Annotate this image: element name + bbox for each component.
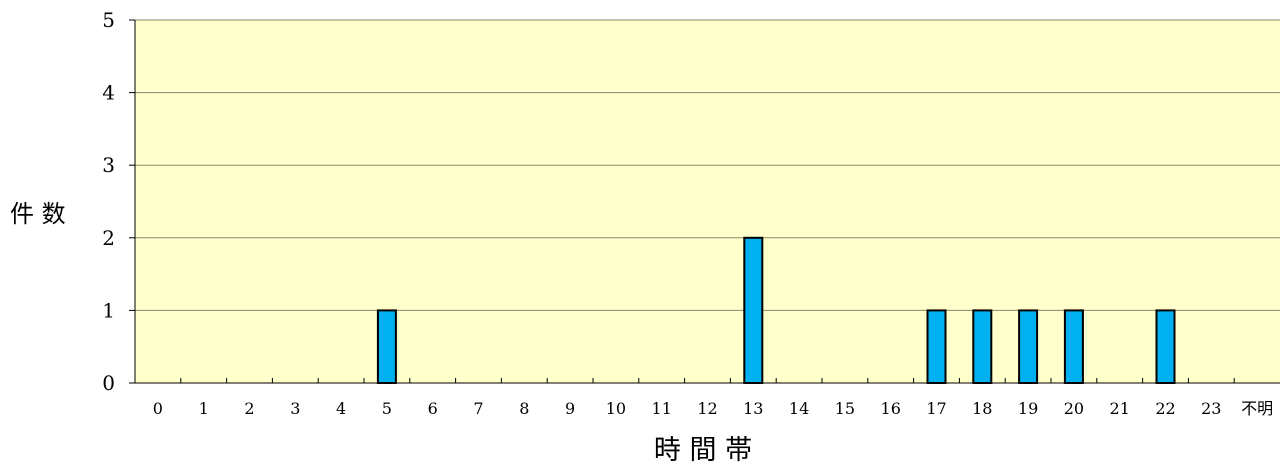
y-tick-label-1: 1 — [102, 298, 115, 322]
x-tick-label-8: 8 — [519, 399, 529, 418]
x-tick-label-6: 6 — [428, 399, 438, 418]
gridlines — [135, 19, 1280, 311]
x-tick-label-9: 9 — [565, 399, 575, 418]
axes — [129, 19, 1280, 384]
y-tick-label-0: 0 — [102, 371, 115, 395]
x-axis-title: 時 間 帯 — [654, 435, 752, 466]
x-tick-label-5: 5 — [382, 399, 392, 418]
y-tick-label-2: 2 — [102, 226, 115, 250]
x-tick-label-13: 13 — [743, 399, 763, 418]
y-axis-title: 件 数 — [10, 200, 66, 228]
x-tick-label-19: 19 — [1018, 399, 1038, 418]
x-tick-labels: 0 1 2 3 4 5 6 7 8 9 10 11 12 13 14 15 16 17 18 19 20 21 22 23 不明 — [153, 399, 1273, 418]
x-tick-label-18: 18 — [972, 399, 992, 418]
y-tick-label-5: 5 — [102, 8, 115, 32]
bar-19 — [1018, 309, 1039, 384]
x-tick-label-1: 1 — [199, 399, 209, 418]
x-tick-label-15: 15 — [835, 399, 855, 418]
x-tick-label-2: 2 — [244, 399, 254, 418]
bar-18 — [972, 309, 993, 384]
bar-22 — [1155, 309, 1176, 384]
y-tick-labels: 0 1 2 3 4 5 — [102, 8, 115, 395]
bar-20 — [1063, 309, 1084, 384]
x-tick-label-17: 17 — [926, 399, 946, 418]
x-tick-label-11: 11 — [652, 399, 672, 418]
x-tick-label-12: 12 — [697, 399, 717, 418]
plot-area — [135, 20, 1280, 383]
bar-5 — [376, 309, 397, 384]
x-tick-label-23: 23 — [1201, 399, 1221, 418]
x-tick-label-0: 0 — [153, 399, 163, 418]
x-tick-label-4: 4 — [336, 399, 346, 418]
bar-13 — [743, 236, 764, 384]
bar-17 — [926, 309, 947, 384]
x-tick-label-7: 7 — [473, 399, 483, 418]
y-tick-label-4: 4 — [102, 81, 115, 105]
y-tick-label-3: 3 — [102, 153, 115, 177]
x-tick-label-20: 20 — [1064, 399, 1084, 418]
x-tick-label-16: 16 — [881, 399, 901, 418]
x-tick-label-21: 21 — [1110, 399, 1130, 418]
x-tick-label-不明: 不明 — [1241, 399, 1273, 418]
x-tick-label-22: 22 — [1155, 399, 1175, 418]
x-tick-label-10: 10 — [606, 399, 626, 418]
x-tick-label-3: 3 — [290, 399, 300, 418]
x-tick-label-14: 14 — [789, 399, 809, 418]
